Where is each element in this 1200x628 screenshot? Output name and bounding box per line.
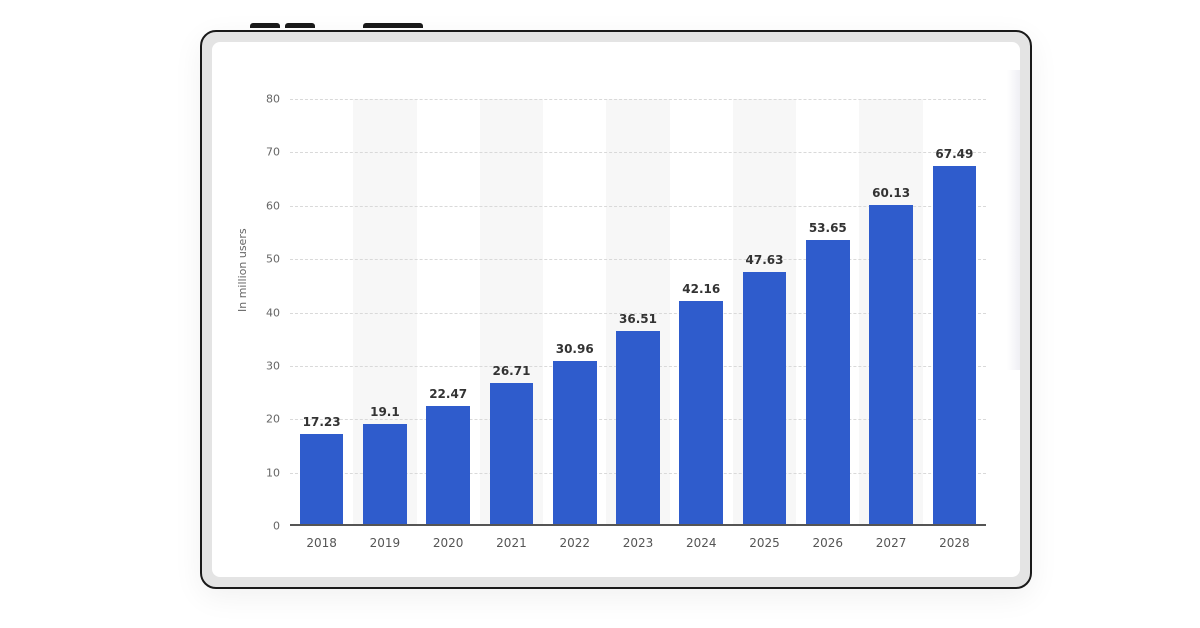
bar-value-label: 17.23 (302, 415, 341, 430)
device-frame: In million users 0 10 20 30 40 50 60 70 80 17.23 2… (200, 30, 1032, 589)
y-tick-label: 20 (266, 412, 280, 426)
y-tick-label: 30 (266, 359, 280, 373)
y-tick-label: 40 (266, 306, 280, 319)
x-tick-label: 2024 (685, 536, 717, 550)
bar-value-label: 26.71 (492, 364, 531, 379)
bar-2025[interactable] (742, 271, 787, 526)
x-tick-label: 2026 (812, 536, 844, 550)
fade-overlay (1007, 70, 1020, 370)
chart-screen: In million users 0 10 20 30 40 50 60 70 80 17.23 2… (212, 42, 1020, 577)
bar-value-label: 47.63 (745, 252, 784, 267)
y-axis-label: In million users (236, 228, 249, 312)
x-tick-label: 2019 (369, 536, 401, 550)
gridline (290, 312, 986, 314)
x-tick-label: 2020 (432, 536, 464, 550)
bar-2019[interactable] (363, 424, 407, 526)
bar-2026[interactable] (805, 239, 850, 526)
bar-2027[interactable] (869, 205, 913, 526)
decor-tab (250, 23, 280, 28)
bar-2023[interactable] (616, 331, 660, 526)
y-tick-label: 60 (266, 199, 280, 213)
y-tick-label: 80 (266, 92, 280, 106)
y-tick-label: 70 (266, 145, 280, 159)
gridline (290, 99, 986, 100)
x-tick-label: 2025 (749, 536, 780, 550)
decor-tab (285, 23, 315, 28)
y-tick-label: 50 (266, 252, 280, 266)
x-tick-label: 2021 (496, 536, 527, 550)
x-tick-label: 2018 (306, 536, 337, 550)
plot-area: 0 10 20 30 40 50 60 70 80 17.23 2018 19.1 2019 22.47 2… (266, 93, 986, 550)
bar-value-label: 22.47 (429, 387, 468, 402)
bar-value-label: 53.65 (808, 220, 847, 235)
x-tick-label: 2023 (622, 536, 654, 550)
bar-2021[interactable] (489, 383, 534, 526)
bar-value-label: 42.16 (682, 281, 721, 296)
bar-value-label: 60.13 (872, 186, 911, 201)
x-tick-label: 2027 (875, 536, 907, 550)
y-tick-label: 0 (273, 519, 280, 533)
x-tick-label: 2022 (559, 536, 590, 550)
gridline (290, 152, 986, 154)
bar-2028[interactable] (932, 165, 977, 526)
bar-value-label: 19.1 (370, 405, 400, 420)
bar-2024[interactable] (679, 300, 724, 526)
bar-2018[interactable] (299, 434, 344, 526)
bar-value-label: 30.96 (555, 341, 594, 356)
bar-value-label: 67.49 (935, 146, 974, 161)
x-axis-line (290, 524, 986, 526)
bar-2020[interactable] (426, 406, 470, 526)
decor-tab (363, 23, 423, 28)
x-tick-label: 2028 (939, 536, 970, 550)
bar-value-label: 36.51 (619, 312, 657, 327)
bar-2022[interactable] (552, 360, 597, 526)
gridline (290, 259, 986, 261)
y-tick-label: 10 (266, 466, 280, 480)
gridline (290, 205, 986, 207)
